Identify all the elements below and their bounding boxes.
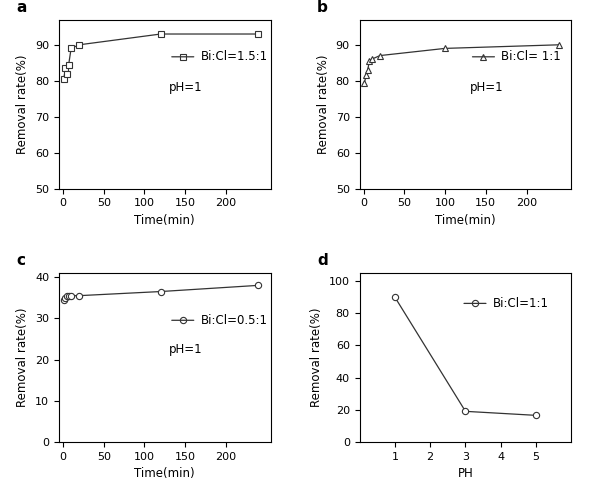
Y-axis label: Removal rate(%): Removal rate(%) xyxy=(16,55,29,154)
Text: pH=1: pH=1 xyxy=(169,81,203,94)
Text: Bi:Cl=0.5:1: Bi:Cl=0.5:1 xyxy=(201,314,268,327)
Text: d: d xyxy=(317,253,328,268)
Text: pH=1: pH=1 xyxy=(469,81,504,94)
Y-axis label: Removal rate(%): Removal rate(%) xyxy=(16,308,29,407)
X-axis label: Time(min): Time(min) xyxy=(134,214,195,227)
Y-axis label: Removal rate(%): Removal rate(%) xyxy=(317,55,330,154)
Y-axis label: Removal rate(%): Removal rate(%) xyxy=(310,308,323,407)
Text: a: a xyxy=(16,0,27,15)
Text: pH=1: pH=1 xyxy=(169,343,203,355)
X-axis label: Time(min): Time(min) xyxy=(134,467,195,480)
X-axis label: PH: PH xyxy=(458,467,474,480)
X-axis label: Time(min): Time(min) xyxy=(435,214,496,227)
Text: Bi:Cl=1.5:1: Bi:Cl=1.5:1 xyxy=(201,50,268,63)
Text: c: c xyxy=(16,253,25,268)
Text: Bi:Cl=1:1: Bi:Cl=1:1 xyxy=(493,297,549,310)
Text: Bi:Cl= 1:1: Bi:Cl= 1:1 xyxy=(501,50,561,63)
Text: b: b xyxy=(317,0,328,15)
